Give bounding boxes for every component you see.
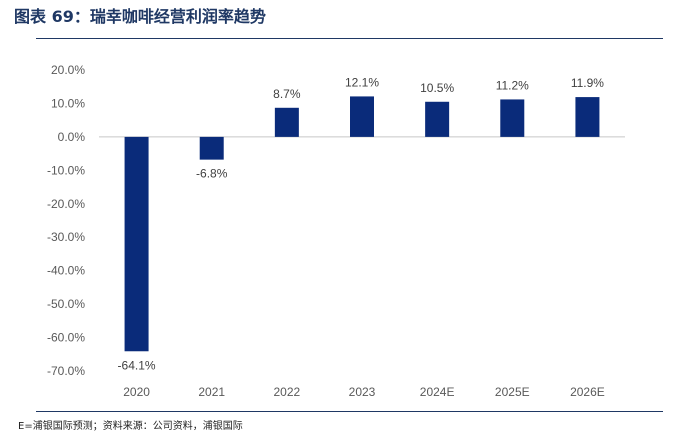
bar: [575, 97, 600, 137]
source-divider: [36, 411, 663, 412]
x-tick-label: 2021: [198, 385, 225, 399]
y-tick-label: -70.0%: [47, 364, 85, 378]
data-label: 11.2%: [496, 78, 529, 92]
data-label: -6.8%: [196, 167, 228, 181]
bar: [124, 136, 149, 352]
x-tick-label: 2023: [349, 385, 376, 399]
title-divider: [36, 38, 663, 39]
bar: [350, 96, 374, 137]
y-tick-label: -30.0%: [47, 230, 85, 244]
y-tick-label: -50.0%: [47, 297, 85, 311]
data-label: 12.1%: [345, 75, 379, 89]
x-tick-label: 2024E: [420, 385, 455, 399]
source-note: E=浦银国际预测；资料来源：公司资料，浦银国际: [18, 421, 243, 432]
x-tick-label: 2022: [274, 385, 301, 399]
y-tick-label: -40.0%: [47, 264, 85, 278]
data-label: -64.1%: [118, 358, 156, 372]
y-tick-label: -20.0%: [47, 197, 85, 211]
y-tick-label: 10.0%: [51, 96, 85, 110]
x-tick-label: 2026E: [570, 385, 605, 399]
bar: [500, 99, 525, 137]
bar: [425, 101, 450, 137]
data-label: 8.7%: [273, 87, 301, 101]
x-tick-label: 2025E: [495, 385, 530, 399]
bar: [199, 136, 224, 160]
figure-title: 图表 69：瑞幸咖啡经营利润率趋势: [14, 7, 266, 26]
y-tick-label: 0.0%: [58, 130, 86, 144]
y-tick-label: -10.0%: [47, 163, 85, 177]
x-tick-label: 2020: [123, 385, 150, 399]
bar: [274, 107, 299, 137]
y-tick-label: 20.0%: [51, 63, 85, 77]
y-tick-label: -60.0%: [47, 331, 85, 345]
data-label: 10.5%: [420, 81, 454, 95]
data-label: 11.9%: [571, 76, 604, 90]
